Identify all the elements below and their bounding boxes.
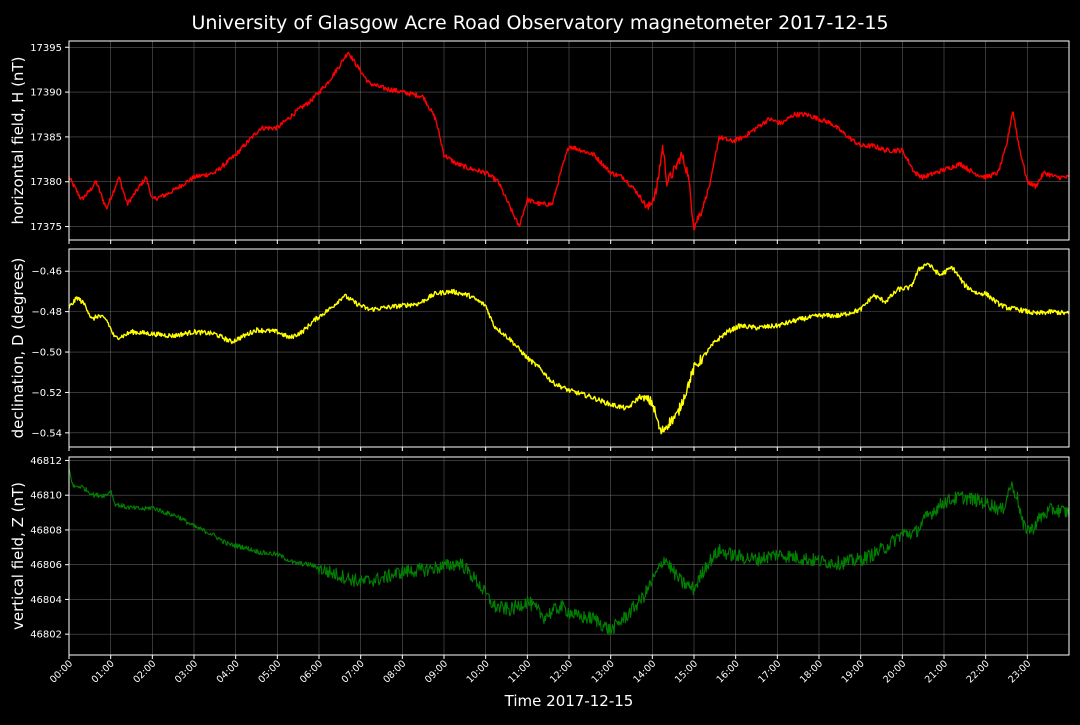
series-line-H (68, 51, 1070, 231)
y-axis-label: vertical field, Z (nT) (9, 482, 27, 630)
y-tick-label: −0.54 (31, 428, 62, 439)
axes-frame (68, 40, 1070, 241)
y-tick-label: 46810 (30, 491, 62, 502)
y-tick-label: 17380 (30, 177, 62, 188)
y-tick-label: 46804 (30, 595, 62, 606)
x-axis-label: Time 2017-12-15 (504, 692, 634, 710)
axes-frame (68, 456, 1070, 656)
y-tick-label: −0.48 (31, 307, 62, 318)
chart-title: University of Glasgow Acre Road Observat… (191, 12, 888, 34)
y-tick-label: −0.52 (31, 388, 62, 399)
y-axis-label: horizontal field, H (nT) (9, 57, 27, 225)
series-line-D (68, 262, 1070, 435)
y-tick-label: 17375 (30, 222, 62, 233)
y-tick-label: 46802 (30, 630, 62, 641)
y-tick-label: −0.50 (31, 348, 62, 359)
axes-frame (68, 248, 1070, 448)
y-tick-label: 17395 (30, 43, 62, 54)
y-tick-label: 17385 (30, 132, 62, 143)
y-axis-label: declination, D (degrees) (9, 258, 27, 439)
y-tick-label: 46806 (30, 560, 62, 571)
y-tick-label: 17390 (30, 88, 62, 99)
series-line-Z (68, 468, 1070, 636)
y-tick-label: 46812 (30, 456, 62, 467)
y-tick-label: −0.46 (31, 267, 62, 278)
y-tick-label: 46808 (30, 525, 62, 536)
